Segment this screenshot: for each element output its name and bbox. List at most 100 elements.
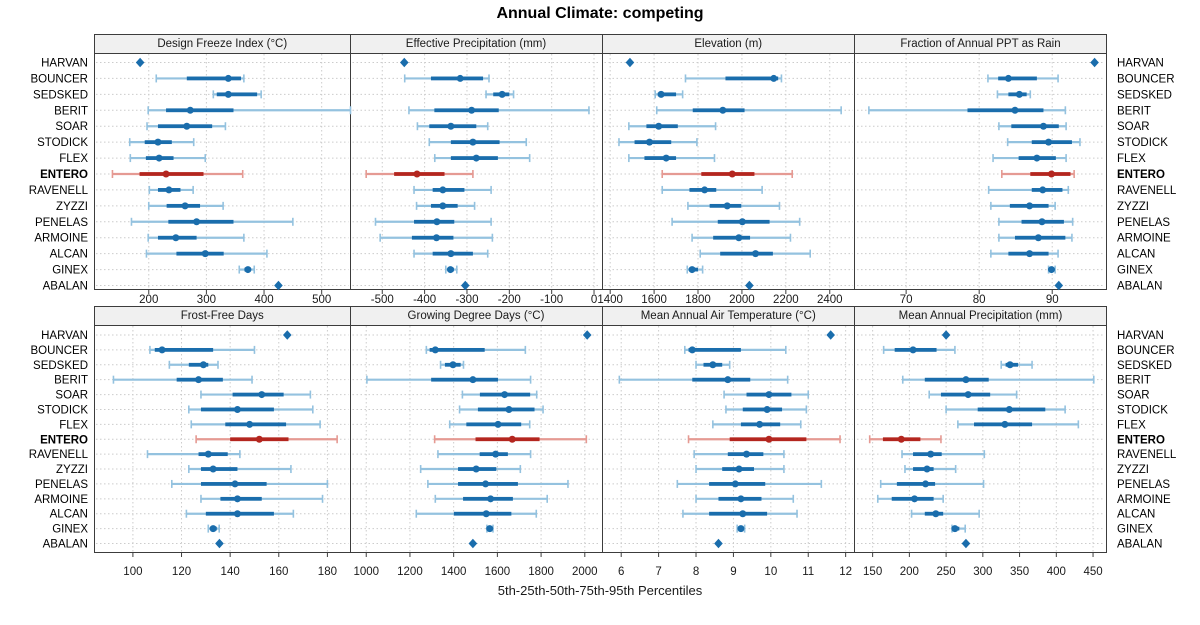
median-dot (433, 218, 441, 226)
median-dot (193, 218, 201, 226)
iqr-bar (644, 156, 677, 160)
median-dot (449, 361, 457, 369)
x-tick-label: 120 (172, 566, 191, 578)
median-dot (1006, 361, 1014, 369)
median-dot (743, 450, 751, 458)
median-dot (158, 346, 166, 354)
iqr-bar (713, 235, 751, 240)
median-dot (1004, 74, 1012, 82)
x-tick-label: 11 (802, 566, 814, 578)
site-label-right: ZYZZI (1117, 201, 1149, 213)
panel-mean-annual-air-temperature-c: Mean Annual Air Temperature (°C) (602, 306, 855, 553)
median-dot (505, 405, 513, 413)
panel-header: Mean Annual Air Temperature (°C) (602, 307, 854, 326)
median-dot (657, 90, 665, 98)
median-dot (447, 250, 455, 258)
median-dot (155, 154, 163, 162)
percentile-diamond (961, 538, 971, 549)
median-dot (162, 170, 170, 178)
iqr-bar (225, 422, 287, 427)
site-label-right: ARMOINE (1117, 494, 1171, 506)
median-dot (233, 405, 241, 413)
iqr-bar (967, 108, 1044, 113)
site-label-left: STODICK (37, 404, 88, 416)
median-dot (738, 218, 746, 226)
median-dot (724, 376, 732, 384)
median-dot (735, 465, 743, 473)
median-dot (723, 202, 731, 210)
panel-header: Fraction of Annual PPT as Rain (855, 35, 1106, 54)
percentile-diamond (714, 538, 723, 549)
x-tick-label: 200 (900, 566, 919, 578)
site-label-left: ZYZZI (56, 201, 88, 213)
median-dot (165, 186, 173, 194)
median-dot (244, 266, 252, 274)
site-label-right: SOAR (1117, 390, 1150, 402)
median-dot (1015, 90, 1023, 98)
site-label-right: ZYZZI (1117, 464, 1149, 476)
percentile-diamond (468, 538, 478, 549)
site-label-left: FLEX (59, 153, 88, 165)
site-label-left: ALCAN (50, 249, 88, 261)
x-tick-label: 350 (1010, 566, 1029, 578)
iqr-bar (139, 172, 204, 176)
panel-header: Frost-Free Days (95, 307, 350, 326)
median-dot (1026, 202, 1034, 210)
median-dot (209, 465, 217, 473)
iqr-bar (720, 251, 773, 256)
median-dot (1039, 122, 1047, 130)
median-dot (728, 170, 736, 178)
iqr-bar (166, 108, 234, 113)
x-tick-label: 80 (973, 294, 986, 306)
median-dot (195, 376, 203, 384)
x-tick-label: 7 (655, 566, 661, 578)
percentile-diamond (826, 330, 835, 340)
iqr-bar (466, 422, 522, 427)
iqr-bar (896, 482, 936, 486)
median-dot (737, 495, 745, 503)
site-label-right: ALCAN (1117, 249, 1155, 261)
median-dot (209, 525, 217, 533)
site-label-right: BOUNCER (1117, 73, 1175, 85)
median-dot (731, 480, 739, 488)
median-dot (688, 346, 696, 354)
median-dot (487, 495, 495, 503)
panel-growing-degree-days-c: Growing Degree Days (°C) (350, 306, 603, 553)
median-dot (469, 376, 477, 384)
median-dot (1026, 250, 1034, 258)
median-dot (508, 435, 516, 443)
site-label-right: ENTERO (1117, 169, 1165, 181)
site-label-left: FLEX (59, 419, 88, 431)
median-dot (1045, 138, 1053, 146)
site-label-left: ENTERO (40, 434, 88, 446)
site-label-left: RAVENELL (29, 185, 89, 197)
median-dot (492, 450, 500, 458)
median-dot (701, 186, 709, 194)
x-tick-label: 140 (221, 566, 240, 578)
panel-header: Effective Precipitation (mm) (350, 35, 602, 54)
iqr-bar (198, 452, 228, 457)
iqr-bar (434, 108, 499, 113)
x-tick-label: -200 (498, 294, 521, 306)
site-label-left: HARVAN (41, 330, 88, 342)
median-dot (233, 495, 241, 503)
site-label-right: HARVAN (1117, 330, 1164, 342)
median-dot (770, 74, 778, 82)
percentile-diamond (460, 280, 470, 291)
median-dot (201, 250, 209, 258)
site-label-right: ENTERO (1117, 434, 1165, 446)
panel-header: Design Freeze Index (°C) (95, 35, 350, 54)
x-tick-label: 2000 (729, 294, 755, 306)
median-dot (1011, 106, 1019, 114)
median-dot (183, 122, 191, 130)
iqr-bar (232, 392, 284, 397)
median-dot (501, 391, 509, 399)
site-label-right: GINEX (1117, 265, 1153, 277)
median-dot (911, 495, 919, 503)
percentile-diamond (282, 330, 292, 340)
x-tick-label: 500 (312, 294, 331, 306)
site-label-left: SOAR (55, 390, 88, 402)
panel-fraction-of-annual-ppt-as-rain: Fraction of Annual PPT as Rain (855, 34, 1107, 290)
median-dot (688, 266, 696, 274)
iqr-bar (924, 377, 989, 382)
